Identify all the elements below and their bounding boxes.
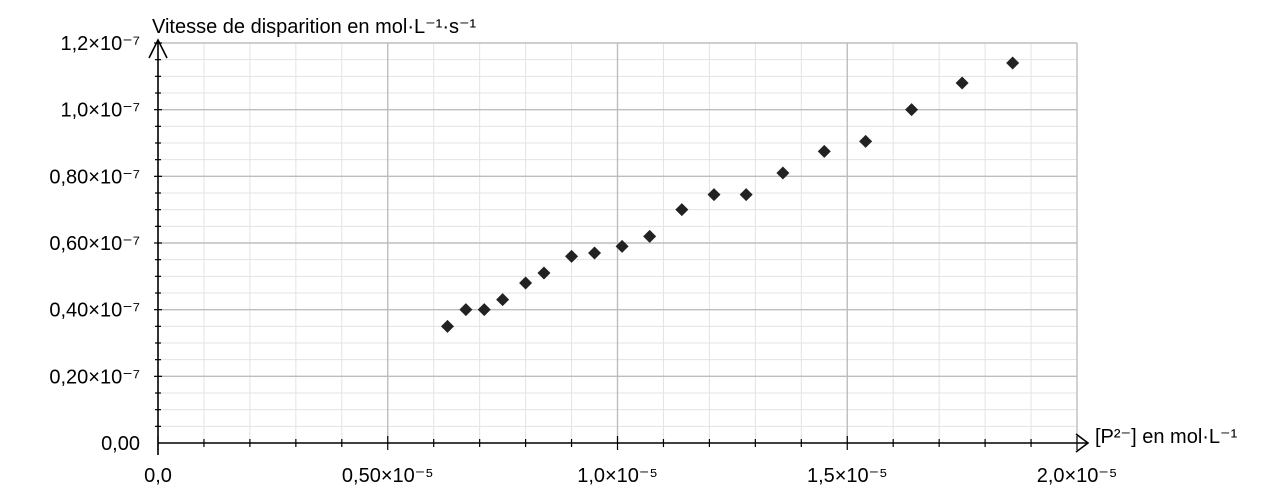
y-axis-title: Vitesse de disparition en mol·L⁻¹·s⁻¹ bbox=[152, 16, 477, 38]
x-tick-label: 0,0 bbox=[144, 465, 172, 487]
data-point bbox=[459, 303, 473, 317]
data-point bbox=[537, 266, 551, 280]
y-axis-arrow bbox=[148, 38, 168, 59]
x-tick-label: 0,50×10⁻⁵ bbox=[342, 465, 434, 487]
data-point bbox=[707, 188, 721, 202]
x-tick-label: 1,0×10⁻⁵ bbox=[577, 465, 658, 487]
data-point bbox=[955, 76, 969, 90]
data-point bbox=[440, 319, 454, 333]
x-axis-arrow bbox=[1075, 433, 1090, 453]
data-point bbox=[588, 246, 602, 260]
major-grid bbox=[158, 42, 1078, 443]
y-tick-label: 0,00 bbox=[101, 433, 140, 455]
data-point bbox=[565, 249, 579, 263]
data-point bbox=[643, 229, 657, 243]
data-point bbox=[496, 293, 510, 307]
y-tick-label: 0,80×10⁻⁷ bbox=[49, 166, 140, 188]
data-point bbox=[859, 134, 873, 148]
y-tick-label: 1,0×10⁻⁷ bbox=[60, 100, 140, 122]
y-tick-label: 1,2×10⁻⁷ bbox=[60, 33, 140, 55]
x-tick-label: 1,5×10⁻⁵ bbox=[807, 465, 888, 487]
y-tick-label: 0,20×10⁻⁷ bbox=[49, 366, 140, 388]
data-point bbox=[1006, 56, 1020, 70]
x-tick-label: 2,0×10⁻⁵ bbox=[1037, 465, 1118, 487]
data-point bbox=[615, 239, 629, 253]
x-tick-labels: 0,0 0,50×10⁻⁵ 1,0×10⁻⁵ 1,5×10⁻⁵ 2,0×10⁻⁵ bbox=[144, 465, 1117, 487]
y-tick-label: 0,60×10⁻⁷ bbox=[49, 233, 140, 255]
data-points bbox=[440, 56, 1020, 333]
data-point bbox=[776, 166, 790, 180]
x-axis-title: [P²⁻] en mol·L⁻¹ bbox=[1095, 426, 1238, 448]
data-point bbox=[817, 144, 831, 158]
y-tick-labels: 0,00 0,20×10⁻⁷ 0,40×10⁻⁷ 0,60×10⁻⁷ 0,80×10⁻⁷… bbox=[49, 33, 140, 455]
data-point bbox=[675, 203, 689, 217]
data-point bbox=[739, 188, 753, 202]
data-point bbox=[519, 276, 533, 290]
y-tick-label: 0,40×10⁻⁷ bbox=[49, 300, 140, 322]
axes bbox=[148, 38, 1090, 455]
data-point bbox=[477, 303, 491, 317]
data-point bbox=[905, 103, 919, 117]
